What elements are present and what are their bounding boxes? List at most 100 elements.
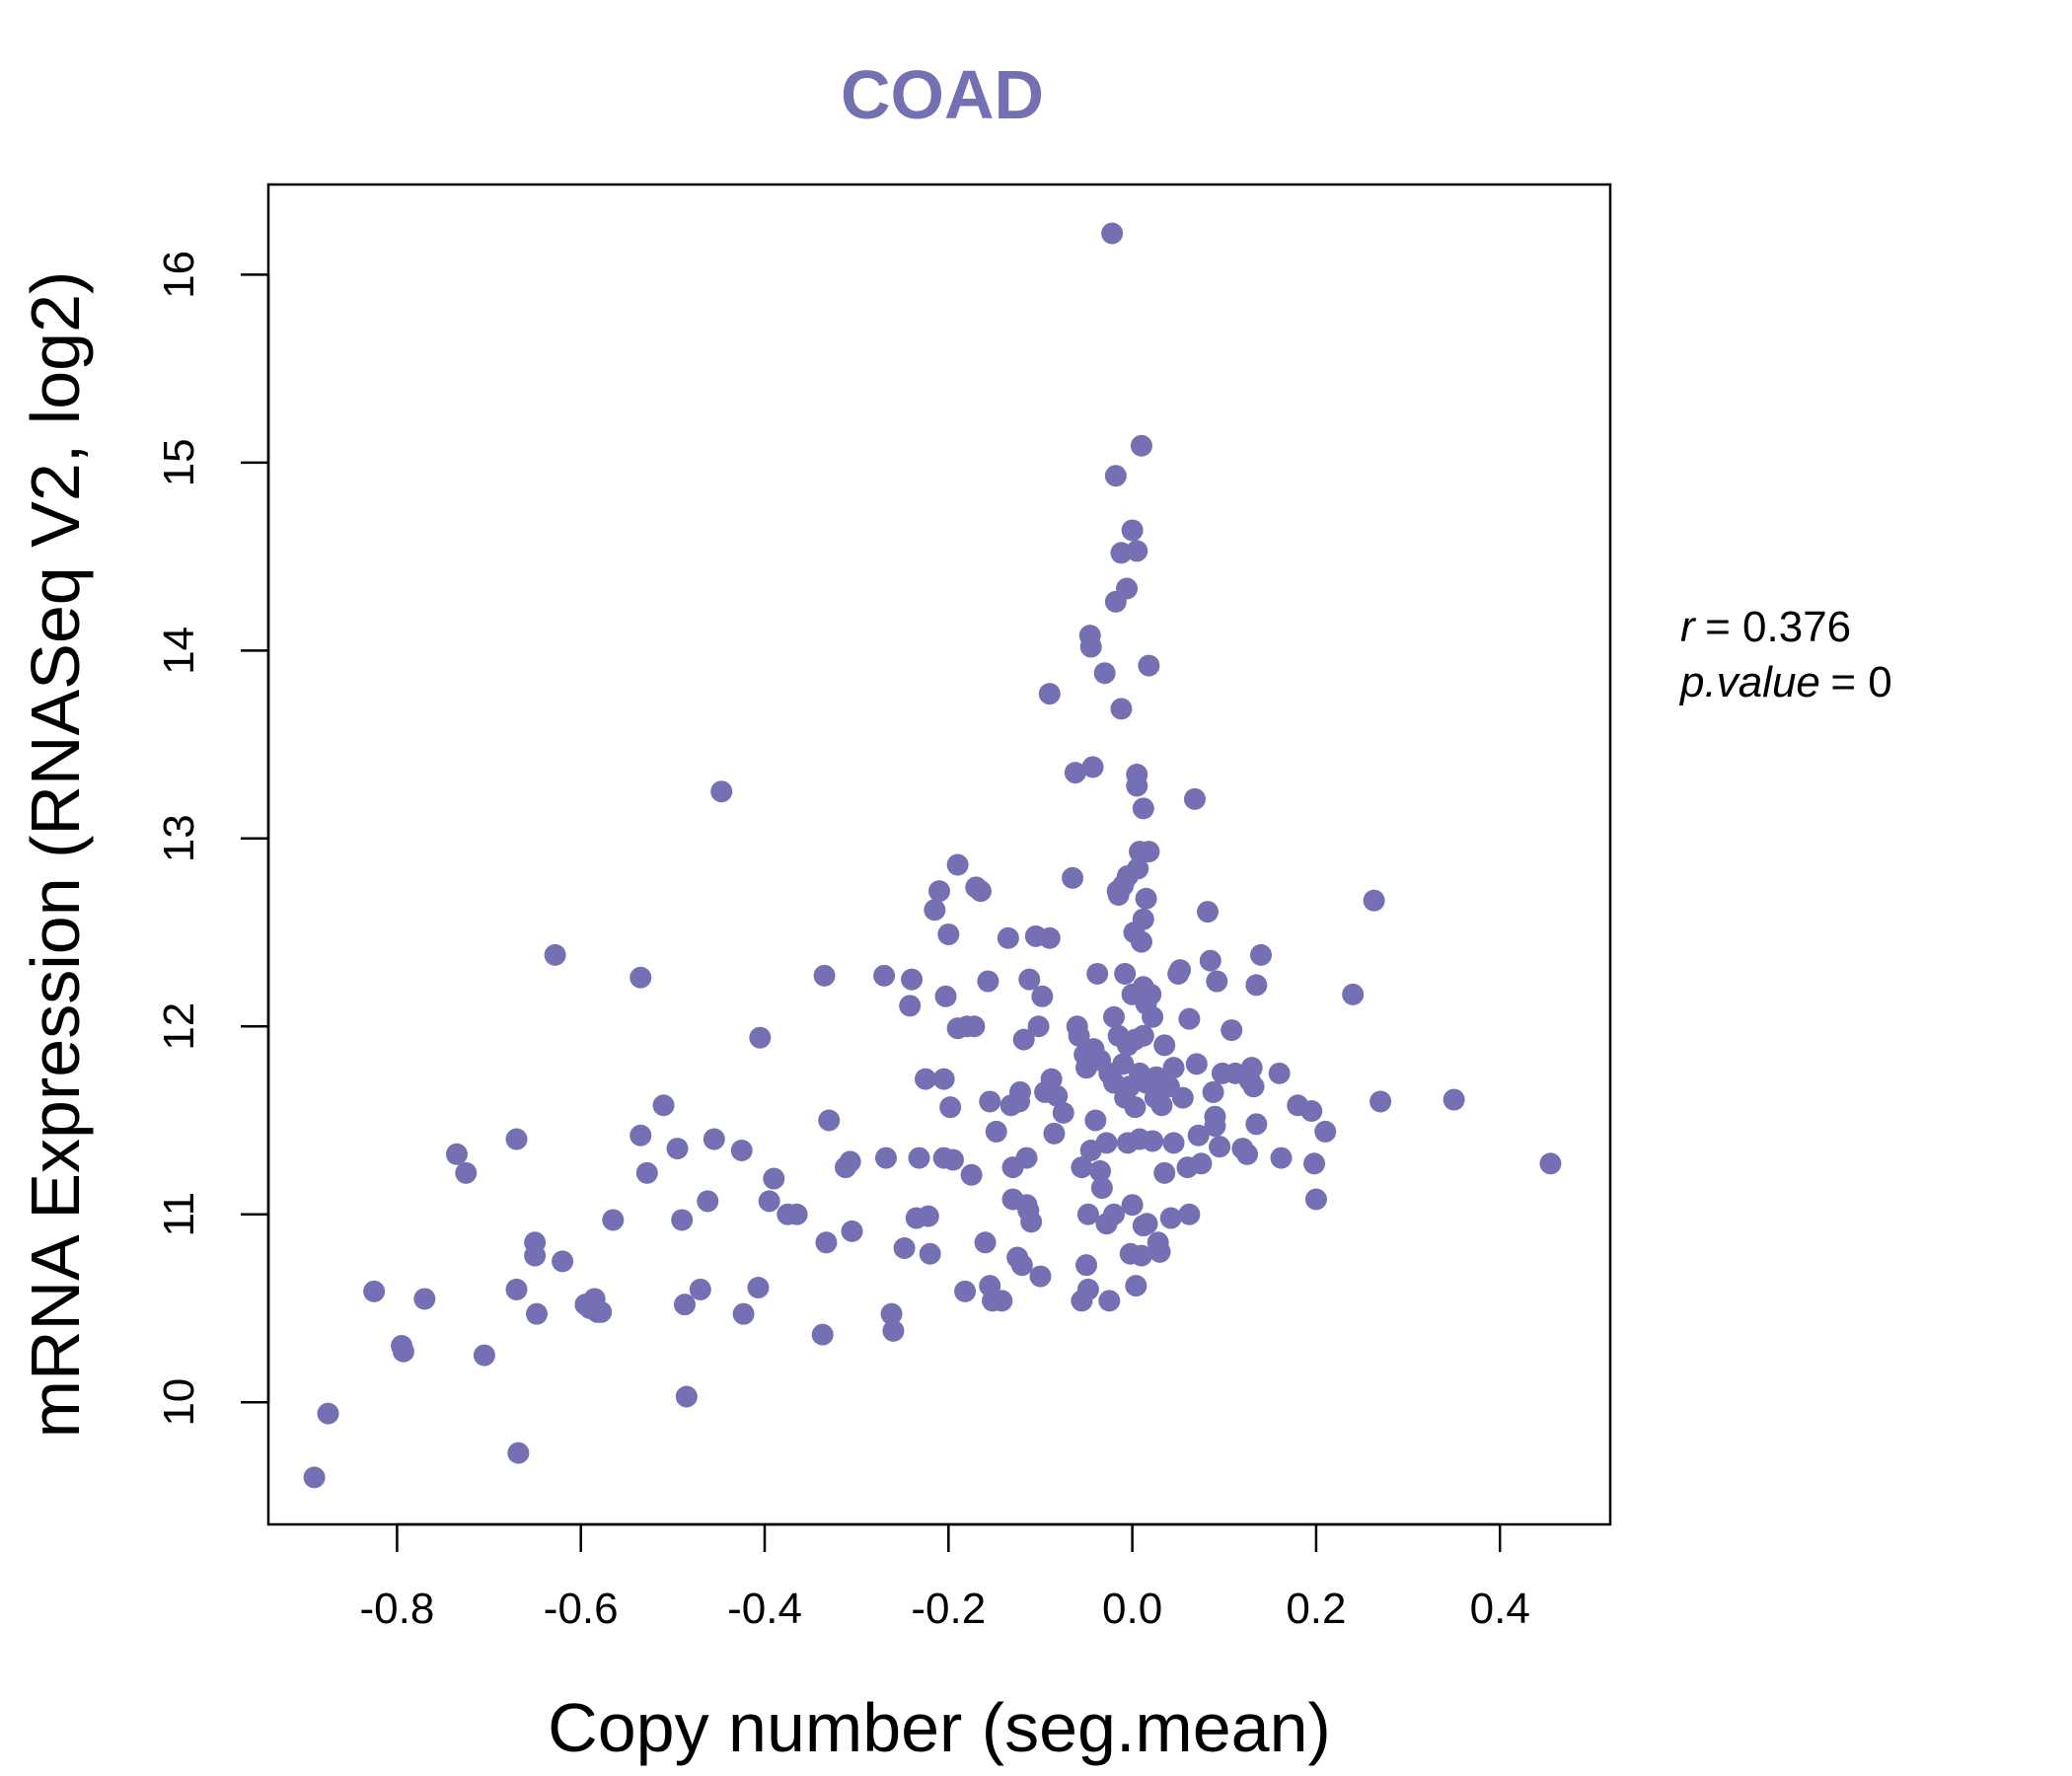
data-point xyxy=(1142,1005,1164,1028)
data-point xyxy=(1169,959,1192,982)
data-point xyxy=(1236,1143,1259,1165)
data-point xyxy=(552,1250,574,1273)
data-point xyxy=(1010,1254,1033,1277)
data-point xyxy=(1102,1005,1125,1028)
data-point xyxy=(749,1026,772,1049)
data-point xyxy=(1102,1203,1125,1225)
data-point xyxy=(1084,1109,1107,1132)
y-tick-label: 11 xyxy=(155,1192,203,1237)
data-point xyxy=(1204,1105,1226,1128)
data-point xyxy=(1162,1057,1185,1079)
data-point xyxy=(1132,797,1154,820)
data-point xyxy=(1135,887,1157,910)
data-point xyxy=(1130,434,1152,457)
data-point xyxy=(977,970,999,993)
data-point xyxy=(1046,1084,1069,1107)
y-tick-label: 10 xyxy=(155,1378,203,1427)
data-point xyxy=(1183,787,1206,810)
data-point xyxy=(939,1096,962,1119)
data-point xyxy=(908,1147,930,1169)
data-point xyxy=(1132,1024,1154,1047)
data-point xyxy=(1125,1275,1147,1297)
data-point xyxy=(979,1090,1001,1113)
data-point xyxy=(363,1280,386,1302)
data-point xyxy=(1242,1075,1265,1098)
data-point xyxy=(1112,1053,1135,1075)
data-point xyxy=(1369,1090,1392,1113)
data-point xyxy=(1314,1120,1337,1143)
data-point xyxy=(1142,1130,1164,1152)
data-point xyxy=(590,1300,613,1323)
data-point xyxy=(652,1094,675,1117)
data-point xyxy=(932,1068,955,1090)
data-point xyxy=(1127,857,1149,880)
data-point xyxy=(928,880,950,903)
r-label: r xyxy=(1680,603,1697,651)
data-point xyxy=(1138,841,1160,863)
x-tick-label: 0.2 xyxy=(1286,1585,1346,1633)
data-point xyxy=(941,1148,964,1171)
data-point xyxy=(874,1147,897,1169)
data-point xyxy=(811,1323,834,1346)
data-point xyxy=(1153,1034,1176,1057)
data-point xyxy=(505,1128,528,1150)
p-value-label: p.value xyxy=(1678,658,1820,706)
data-point xyxy=(666,1138,689,1160)
data-point xyxy=(1270,1147,1293,1169)
data-point xyxy=(1221,1019,1243,1042)
data-point xyxy=(1300,1099,1323,1122)
data-point xyxy=(1076,1203,1099,1225)
data-point xyxy=(758,1190,780,1213)
data-point xyxy=(1185,1053,1208,1075)
data-point xyxy=(1245,974,1268,997)
y-tick-label: 14 xyxy=(155,627,203,675)
data-point xyxy=(1250,943,1273,966)
data-point xyxy=(710,780,733,803)
data-point xyxy=(1206,970,1228,993)
data-point xyxy=(763,1167,785,1190)
data-point xyxy=(1064,762,1086,784)
p-value: 0 xyxy=(1868,658,1891,706)
data-point xyxy=(1081,756,1104,778)
data-point xyxy=(629,966,652,989)
data-point xyxy=(1245,1113,1268,1136)
data-point xyxy=(303,1466,326,1489)
data-point xyxy=(1148,1240,1171,1263)
data-point xyxy=(732,1302,755,1325)
data-point xyxy=(1098,1290,1121,1312)
data-point xyxy=(445,1143,468,1165)
data-point xyxy=(1197,901,1219,924)
points-layer xyxy=(303,222,1562,1489)
data-point xyxy=(1140,983,1162,1005)
data-point xyxy=(818,1109,841,1132)
data-point xyxy=(1121,1194,1144,1217)
data-point xyxy=(1093,662,1116,685)
data-point xyxy=(1150,1094,1173,1117)
data-point xyxy=(1136,1213,1158,1235)
data-point xyxy=(1018,968,1041,991)
data-point xyxy=(1038,683,1061,705)
data-point xyxy=(1132,908,1154,930)
data-point xyxy=(455,1161,478,1184)
data-point xyxy=(1199,949,1221,972)
y-axis-label: mRNA Expression (RNASeq V2, log2) xyxy=(17,271,94,1439)
svg-text:p.value = 0: p.value = 0 xyxy=(1678,658,1892,706)
data-point xyxy=(1038,926,1061,949)
data-point xyxy=(937,923,960,945)
svg-text:r = 0.376: r = 0.376 xyxy=(1680,603,1851,651)
data-point xyxy=(1126,764,1148,786)
r-equals: = xyxy=(1705,603,1742,651)
data-point xyxy=(1304,1188,1327,1211)
data-point xyxy=(413,1288,436,1310)
data-point xyxy=(473,1344,495,1367)
data-point xyxy=(1240,1057,1263,1079)
x-tick-label: 0.4 xyxy=(1470,1585,1530,1633)
data-point xyxy=(1268,1062,1291,1084)
data-point xyxy=(960,1163,983,1186)
data-point xyxy=(1104,465,1127,487)
data-point xyxy=(629,1124,652,1147)
y-axis: 10 11 12 13 14 15 16 xyxy=(155,251,270,1427)
data-point xyxy=(839,1150,861,1173)
data-point xyxy=(1015,1147,1038,1169)
